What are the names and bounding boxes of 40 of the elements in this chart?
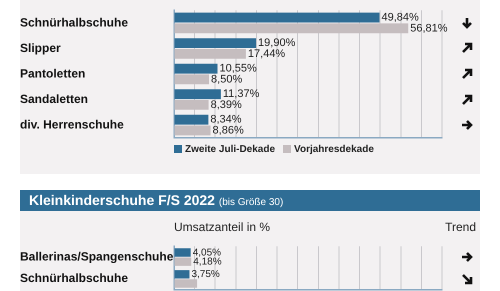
bar (174, 64, 218, 74)
bar (174, 248, 191, 257)
y-tick-label: div. Herrenschuhe (20, 117, 124, 132)
chart-title: Kleinkinderschuhe F/S 2022 (29, 192, 215, 208)
bar (174, 270, 190, 279)
data-label: 8,86% (212, 124, 244, 136)
bar (174, 100, 209, 110)
bar (174, 89, 221, 100)
text: Trend (445, 220, 476, 234)
data-label: 11,37% (222, 88, 260, 100)
x-axis-title: Umsatzanteil in % (174, 220, 270, 234)
data-label: 8,39% (210, 98, 242, 111)
data-label: 19,90% (258, 37, 296, 50)
bar (174, 125, 211, 136)
bar (174, 12, 380, 23)
bar (174, 38, 256, 48)
y-tick-label: Pantoletten (20, 66, 86, 80)
data-label: 8,50% (211, 73, 242, 86)
y-tick-label: Slipper (20, 40, 62, 55)
legend-label: Vorjahresdekade (293, 144, 374, 155)
bar (174, 23, 408, 34)
data-label: 4,18% (193, 256, 222, 268)
data-label: 17,44% (248, 48, 286, 60)
bar (174, 114, 208, 125)
chart-subtitle: (bis Größe 30) (218, 197, 284, 208)
bar (174, 74, 210, 84)
data-label: 8,34% (210, 114, 242, 126)
y-tick-label: Schnürhalbschuhe (20, 15, 128, 30)
data-label: 4,05% (192, 247, 222, 258)
bar (174, 279, 198, 288)
y-tick-label: Ballerinas/Spangenschuhe (20, 249, 174, 264)
y-tick-label: Sandaletten (20, 92, 88, 106)
bar (174, 48, 246, 59)
y-tick-label: Schnürhalbschuhe (20, 271, 128, 286)
data-label: 10,55% (220, 62, 258, 75)
legend-label: Zweite Juli-Dekade (184, 144, 276, 155)
bar (174, 257, 192, 266)
data-label: 56,81% (410, 22, 448, 34)
data-label: 49,84% (381, 12, 420, 24)
data-label: 3,75% (191, 269, 220, 280)
